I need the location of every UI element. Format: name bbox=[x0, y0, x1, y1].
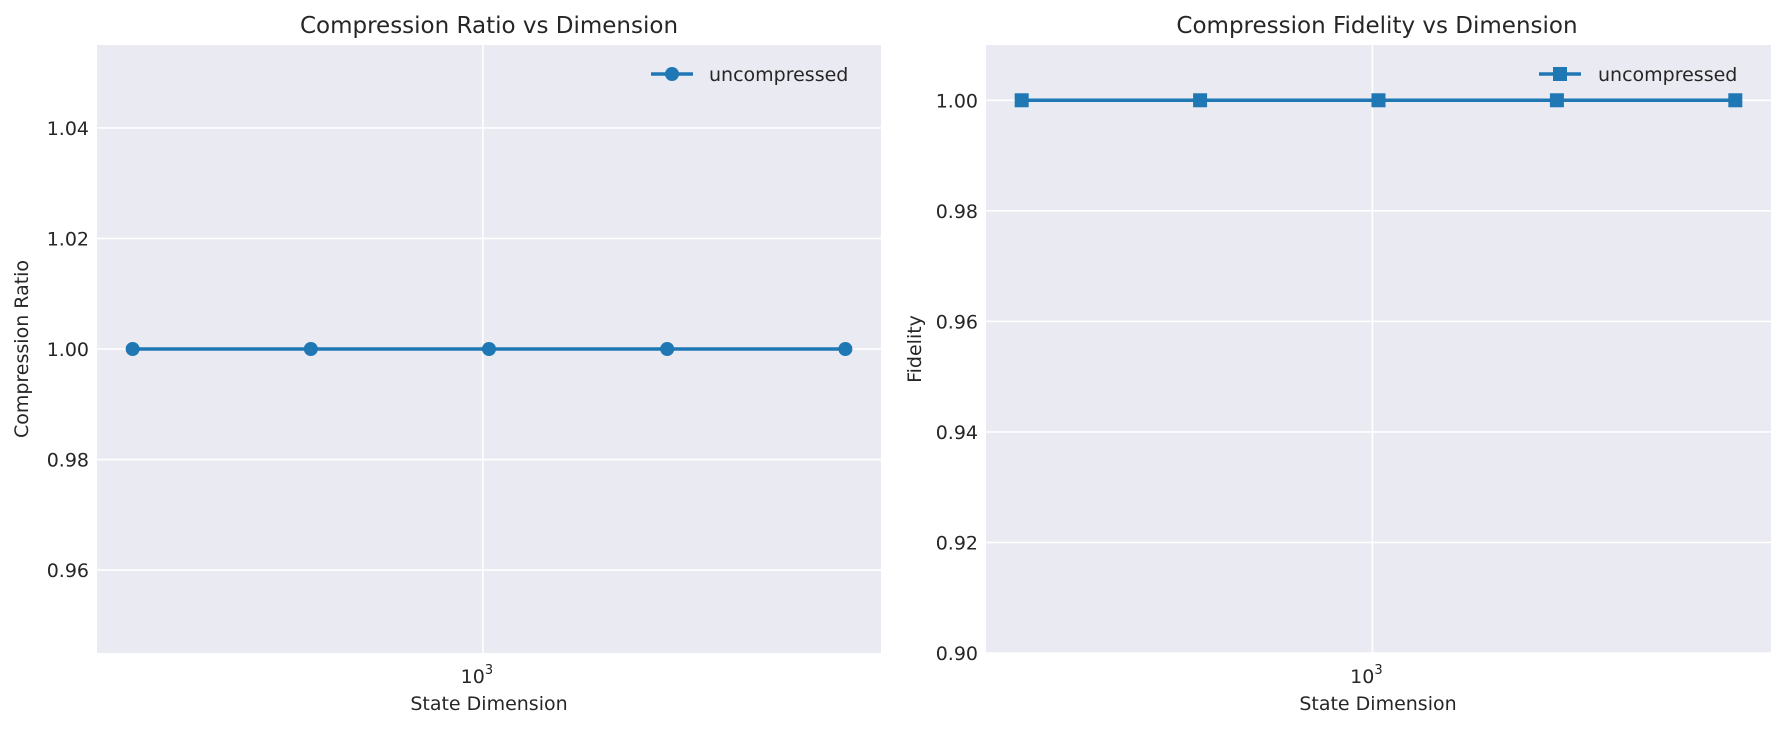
y-tick-label: 1.04 bbox=[47, 118, 89, 140]
y-tick-labels: 0.96 0.98 1.00 1.02 1.04 bbox=[47, 118, 89, 582]
y-tick-labels: 0.90 0.92 0.94 0.96 0.98 1.00 bbox=[936, 90, 978, 665]
chart-panel-fidelity: Compression Fidelity vs Dimension 0.900.… bbox=[904, 13, 1771, 715]
data-point bbox=[482, 342, 496, 356]
plot-area bbox=[986, 45, 1771, 653]
gridlines bbox=[986, 45, 1771, 654]
y-tick-label: 1.02 bbox=[47, 228, 89, 250]
series-layer bbox=[125, 342, 853, 356]
y-tick-label: 0.96 bbox=[936, 311, 978, 333]
legend: uncompressed bbox=[651, 64, 848, 86]
x-tick-labels: 103 bbox=[461, 663, 493, 688]
x-tick-labels: 103 bbox=[1350, 663, 1382, 688]
data-point bbox=[1549, 93, 1564, 108]
chart-title: Compression Ratio vs Dimension bbox=[300, 13, 678, 39]
chart-panel-compression-ratio: Compression Ratio vs Dimension 0.96 0.98 1… bbox=[11, 13, 881, 715]
data-point bbox=[303, 342, 318, 356]
data-point bbox=[125, 342, 140, 356]
y-tick-label: 0.92 bbox=[936, 532, 978, 554]
y-tick-label: 0.98 bbox=[47, 450, 89, 472]
data-point bbox=[1193, 93, 1208, 108]
legend-entry-uncompressed: uncompressed bbox=[1598, 64, 1737, 86]
x-axis-label: State Dimension bbox=[410, 693, 567, 715]
legend-entry-uncompressed: uncompressed bbox=[709, 64, 848, 86]
data-point bbox=[1371, 93, 1386, 108]
y-tick-label: 0.94 bbox=[936, 422, 978, 444]
x-tick-label: 103 bbox=[1350, 663, 1382, 688]
y-tick-label: 1.00 bbox=[936, 90, 978, 112]
legend-marker-circle bbox=[665, 67, 679, 81]
y-tick-label: 1.00 bbox=[47, 339, 89, 361]
chart-title: Compression Fidelity vs Dimension bbox=[1176, 13, 1577, 39]
y-axis-label: Compression Ratio bbox=[11, 260, 33, 438]
data-point bbox=[1014, 93, 1029, 108]
data-point bbox=[660, 342, 675, 356]
x-tick-label: 103 bbox=[461, 663, 493, 688]
y-tick-label: 0.98 bbox=[936, 201, 978, 223]
legend: uncompressed bbox=[1539, 64, 1737, 86]
y-axis-label: Fidelity bbox=[904, 315, 926, 383]
series-layer bbox=[1014, 93, 1743, 108]
x-axis-label: State Dimension bbox=[1299, 693, 1456, 715]
data-point bbox=[1728, 93, 1743, 108]
data-point bbox=[838, 342, 853, 356]
y-tick-label: 0.96 bbox=[47, 560, 89, 582]
legend-marker-square bbox=[1553, 67, 1567, 81]
y-tick-label: 0.90 bbox=[936, 643, 978, 665]
